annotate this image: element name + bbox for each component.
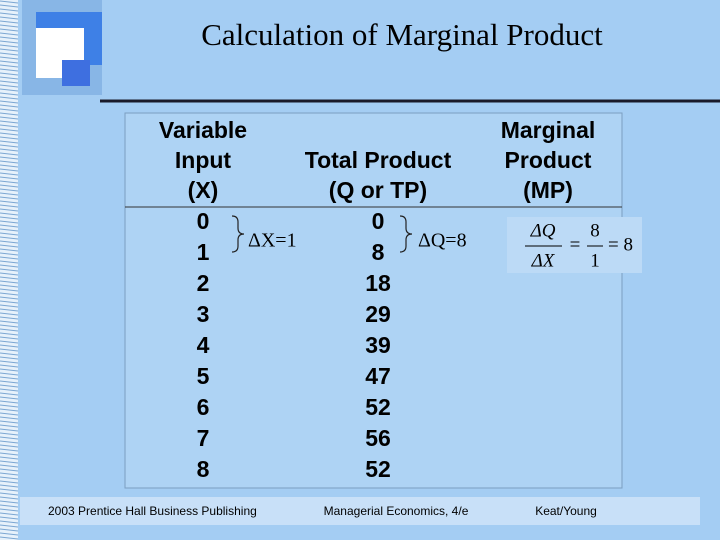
- formula-denominator: ΔX: [531, 250, 556, 271]
- table-cell: 2: [197, 270, 210, 296]
- table-cell: 1: [197, 239, 210, 265]
- table-cell: 7: [197, 425, 210, 451]
- table: Variable Input (X) Total Product (Q or TP) Ma…: [159, 117, 595, 482]
- table-cell: 52: [365, 456, 391, 482]
- column-header: Marginal: [501, 117, 596, 143]
- table-cell: 47: [365, 363, 391, 389]
- column-header: (Q or TP): [329, 177, 427, 203]
- table-cell: 29: [365, 301, 391, 327]
- brace: [231, 215, 245, 253]
- formula-numerator: ΔQ: [530, 220, 556, 241]
- table-cell: 8: [197, 456, 210, 482]
- table-cell: 0: [372, 208, 385, 234]
- table-cell: 3: [197, 301, 210, 327]
- column-header: Input: [175, 147, 232, 173]
- table-cell: 52: [365, 394, 391, 420]
- slide-title: Calculation of Marginal Product: [201, 17, 603, 52]
- table-area: [124, 112, 623, 489]
- column-header: Product: [505, 147, 592, 173]
- formula-value-numerator: 8: [590, 220, 600, 241]
- table-cell: 5: [197, 363, 210, 389]
- table-cell: 8: [372, 239, 385, 265]
- column-header: Variable: [159, 117, 247, 143]
- footer-center: Managerial Economics, 4/e: [324, 504, 469, 518]
- delta-q-note: ΔQ=8: [418, 230, 467, 252]
- table-cell: 39: [365, 332, 391, 358]
- table-cell: 4: [197, 332, 210, 358]
- column-header: (X): [188, 177, 219, 203]
- table-cell: 18: [365, 270, 391, 296]
- formula-result: = 8: [608, 234, 633, 255]
- table-cell: 56: [365, 425, 391, 451]
- footer-right: Keat/Young: [535, 504, 597, 518]
- brace: [399, 215, 413, 253]
- column-header: Total Product: [305, 147, 452, 173]
- formula-box: [507, 217, 642, 273]
- footer-left: 2003 Prentice Hall Business Publishing: [48, 504, 257, 518]
- formula-equals: =: [570, 234, 581, 255]
- table-cell: 6: [197, 394, 210, 420]
- column-header: (MP): [523, 177, 573, 203]
- delta-x-note: ΔX=1: [248, 230, 297, 252]
- table-cell: 0: [197, 208, 210, 234]
- left-strip: [0, 0, 18, 540]
- logo-small: [62, 60, 90, 86]
- footer-bar: [20, 497, 700, 525]
- formula-value-denominator: 1: [590, 250, 600, 271]
